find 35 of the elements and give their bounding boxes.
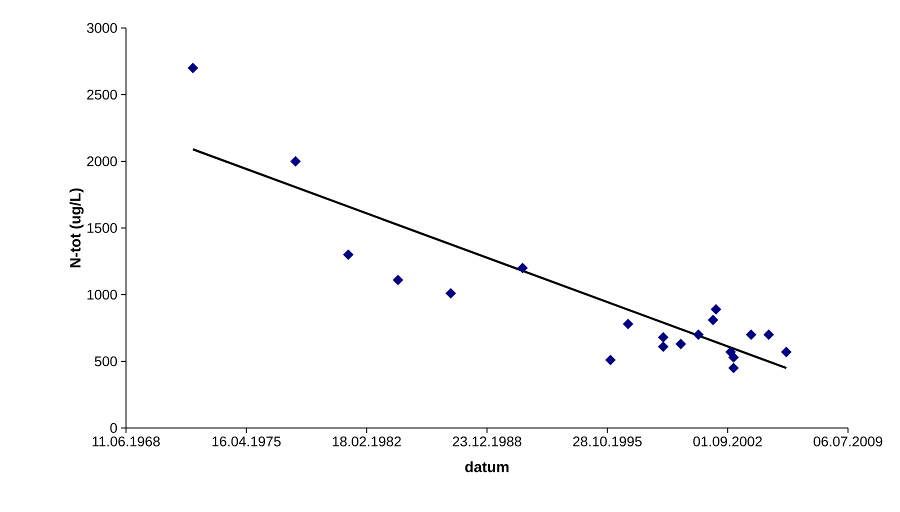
- point: [445, 288, 456, 299]
- point: [728, 362, 739, 374]
- y-tick-label: 1000: [88, 290, 117, 300]
- point: [188, 62, 198, 74]
- y-tick-label: 1500: [88, 223, 117, 233]
- point: [763, 329, 774, 340]
- point: [342, 249, 354, 260]
- point: [728, 352, 739, 363]
- y-tick-label: 2000: [87, 156, 117, 166]
- point: [710, 304, 722, 315]
- point: [746, 329, 756, 340]
- x-tick-label: 18.02.1982: [332, 436, 401, 446]
- point: [290, 156, 301, 167]
- x-tick-label: 01.09.2002: [693, 436, 762, 446]
- point: [781, 346, 792, 358]
- x-tick-label: 06.07.2009: [814, 436, 882, 446]
- y-axis-title: N-tot (ug/L): [70, 188, 84, 268]
- point: [708, 314, 718, 326]
- x-tick-label: 28.10.1995: [573, 436, 642, 446]
- y-tick-label: 500: [94, 356, 117, 366]
- x-tick-label: 16.04.1975: [212, 436, 281, 446]
- point: [517, 262, 528, 274]
- point: [658, 341, 669, 352]
- y-tick-label: 0: [110, 423, 117, 433]
- point: [605, 354, 616, 366]
- point: [658, 332, 669, 343]
- x-axis-title: datum: [465, 461, 508, 472]
- point: [392, 274, 404, 286]
- x-tick-label: 23.12.1988: [452, 436, 522, 446]
- point: [693, 329, 704, 340]
- x-tick-label: 11.06.1968: [92, 436, 160, 446]
- y-tick-label: 3000: [86, 23, 117, 33]
- point: [622, 318, 634, 330]
- y-tick-label: 2500: [87, 90, 117, 100]
- point: [676, 338, 686, 350]
